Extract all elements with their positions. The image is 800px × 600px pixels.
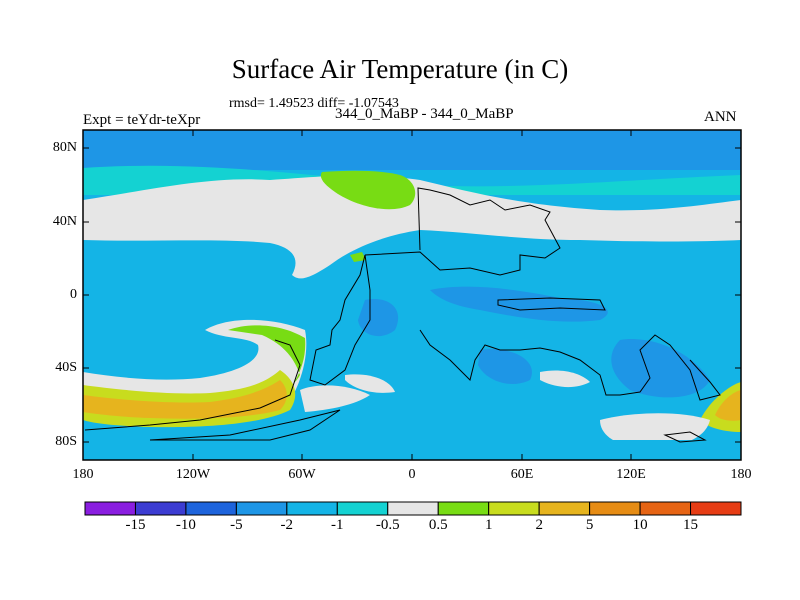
colorbar-label: 10 [632, 517, 648, 533]
lon-label-120w: 120W [175, 467, 211, 482]
season-label: ANN [704, 109, 737, 125]
lat-ticks [83, 147, 741, 443]
southeast-orange-patch [715, 390, 741, 421]
colorbar-label: 5 [585, 517, 594, 533]
colorbar-box [488, 501, 540, 516]
colorbar-label: -10 [175, 517, 196, 533]
lat-label-80s: 80S [55, 434, 77, 449]
lon-ticks [82, 130, 742, 460]
colorbar-box [336, 501, 389, 516]
colorbar-box [286, 501, 338, 516]
colorbar-label: -0.5 [375, 517, 400, 533]
lon-label-120e: 120E [616, 467, 646, 482]
colorbar-box [84, 501, 136, 516]
north-warm-patch [320, 170, 416, 210]
stats-subtitle: rmsd= 1.49523 diff= -1.07543 [229, 96, 399, 111]
experiment-label: Expt = teYdr-teXpr [83, 112, 201, 128]
lat-label-40n: 40N [52, 214, 77, 229]
chart-title: Surface Air Temperature (in C) [231, 54, 569, 84]
south-orange-band [83, 380, 287, 419]
tropical-cool-patch [430, 286, 608, 322]
lon-label-60e: 60E [510, 467, 534, 482]
southern-cool-patch [611, 339, 710, 398]
lon-label-60w: 60W [288, 467, 316, 482]
southern-cool-patch [478, 349, 532, 385]
south-neutral-tongue [83, 319, 307, 407]
colorbar-label: -2 [280, 517, 294, 533]
colorbar-label: -1 [331, 517, 344, 533]
coastlines [84, 187, 721, 443]
lat-label-40s: 40S [55, 360, 77, 375]
southeast-neutral-patch [600, 413, 710, 448]
colorbar-box [690, 501, 742, 516]
colorbar-label: 2 [535, 517, 543, 533]
colorbar-box [134, 501, 187, 516]
colorbar-label: 0.5 [428, 517, 448, 533]
lon-label-0: 0 [408, 467, 416, 482]
lat-label-80n: 80N [52, 140, 77, 155]
colorbar-box [589, 501, 641, 516]
colorbar-box [387, 501, 439, 516]
indian-neutral-patch [540, 370, 590, 388]
colorbar-box [185, 501, 237, 516]
small-warm-patch [350, 252, 366, 262]
lon-label-180w: 180 [72, 467, 94, 482]
antarctic-band [83, 440, 741, 460]
tropical-cool-patch [358, 299, 399, 337]
colorbar [84, 501, 742, 516]
colorbar-box [235, 501, 288, 516]
colorbar-label: 1 [484, 517, 493, 533]
colorbar-label: -5 [230, 517, 243, 533]
colorbar-box [437, 501, 490, 516]
colorbar-label: 15 [683, 517, 698, 533]
atlantic-neutral-patch [345, 374, 395, 393]
lon-label-180e: 180 [730, 467, 752, 482]
atlantic-neutral-patch [300, 385, 370, 412]
colorbar-label: -15 [125, 517, 146, 533]
colorbar-box [639, 501, 692, 516]
case-label: 344_0_MaBP - 344_0_MaBP [335, 106, 514, 122]
lat-label-0: 0 [70, 287, 77, 302]
arctic-region [83, 130, 741, 170]
colorbar-box [538, 501, 591, 516]
north-neutral-band [83, 175, 741, 279]
